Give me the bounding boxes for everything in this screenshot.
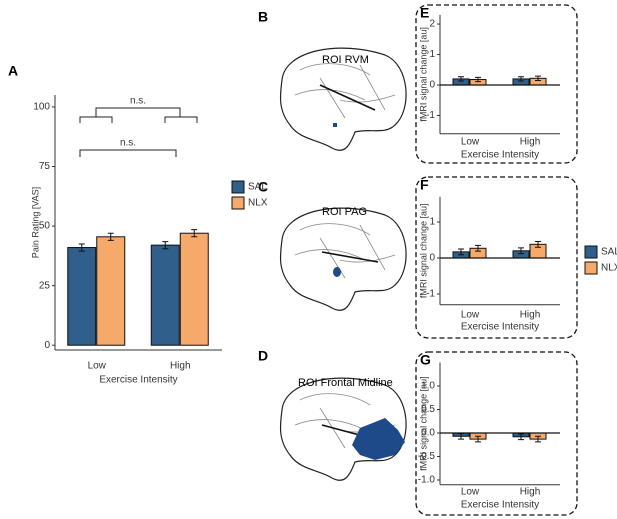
y-tick-label: -0.5 [418,451,436,462]
x-axis-label: Exercise Intensity [99,375,177,386]
legend-label: NLX [601,263,617,274]
y-tick-label: 100 [33,102,50,113]
panel-box [415,351,578,516]
y-tick-label: 0.5 [421,404,435,415]
error-bar [518,247,524,255]
y-tick-label: -1 [426,110,435,121]
error-bar [162,241,169,250]
panel-letter: B [258,9,268,25]
legend-label: NLX [248,198,268,209]
error-bar [535,435,541,443]
error-bar [78,243,85,252]
error-bar [518,76,524,82]
error-bar [475,244,481,252]
error-bar [107,232,114,241]
error-bar [475,435,481,443]
legend-label: SAL [601,247,617,258]
roi-label: ROI PAG [322,206,367,218]
error-bar [458,76,464,82]
panel-letter: E [420,5,429,21]
y-tick-label: 1.0 [421,381,435,392]
panel-letter: F [420,177,429,193]
y-tick-label: 0 [429,253,435,264]
y-tick-label: 50 [39,221,51,232]
roi-label: ROI Frontal Midline [298,377,393,389]
y-tick-label: 0 [44,340,50,351]
error-bar [535,240,541,248]
x-axis-label: Exercise Intensity [461,500,539,511]
y-axis-label: fMRI signal change [au] [418,27,428,122]
x-tick-label: High [170,361,191,372]
x-tick-label: Low [461,137,480,148]
annotation: n.s. [130,96,146,107]
y-tick-label: 2 [429,19,435,30]
roi-label: ROI RVM [322,54,369,66]
error-bar [518,433,524,441]
y-tick-label: -1 [426,289,435,300]
bar [150,244,180,346]
legend-swatch [584,245,598,259]
y-tick-label: 25 [39,280,51,291]
error-bar [475,76,481,83]
brain-b [279,47,407,151]
bar [67,247,97,346]
y-tick-label: -1.0 [418,475,436,486]
error-bar [535,75,541,81]
bar [179,232,209,346]
panel-letter: A [8,63,18,79]
panel-box [415,176,578,339]
annotation: n.s. [120,138,136,149]
x-axis-label: Exercise Intensity [461,150,539,161]
legend-swatch [231,196,245,210]
brain-c [279,207,407,311]
x-tick-label: High [520,137,541,148]
y-axis-label: fMRI signal change [au] [418,376,428,471]
legend-label: SAL [248,182,267,193]
y-tick-label: 0.0 [421,428,435,439]
panel-box [415,4,578,164]
x-tick-label: Low [461,310,480,321]
y-axis-label: fMRI signal change [au] [418,204,428,299]
bar [96,236,126,346]
x-tick-label: Low [461,487,480,498]
x-tick-label: Low [88,361,107,372]
x-tick-label: High [520,487,541,498]
panel-letter: D [258,348,268,364]
bracket [79,149,177,157]
bracket [79,107,198,123]
x-tick-label: High [520,310,541,321]
legend-swatch [584,261,598,275]
y-tick-label: 1 [429,49,435,60]
legend-swatch [231,180,245,194]
error-bar [191,229,198,238]
x-axis-label: Exercise Intensity [461,322,539,333]
brain-d [279,377,407,481]
panel-letter: C [258,179,268,195]
panel-letter: G [420,352,431,368]
error-bar [458,248,464,256]
y-tick-label: 0 [429,80,435,91]
y-axis-label: Pain Rating [VAS] [30,187,40,258]
y-tick-label: 1 [429,217,435,228]
y-tick-label: 75 [39,161,51,172]
